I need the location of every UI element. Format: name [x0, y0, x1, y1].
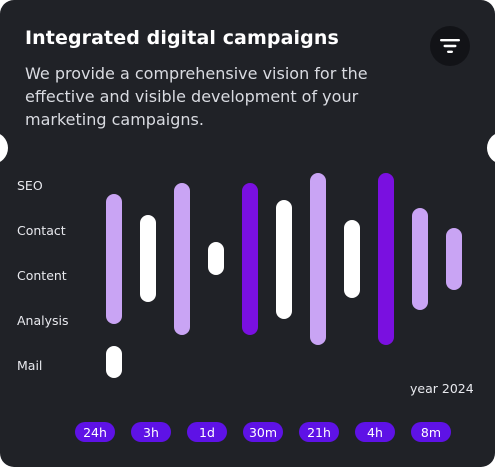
category-label-mail: Mail [17, 358, 43, 373]
category-label-contact: Contact [17, 223, 66, 238]
bar [378, 173, 394, 345]
time-chip-24h[interactable]: 24h [75, 422, 115, 442]
filter-button[interactable] [430, 26, 470, 66]
card-description: We provide a comprehensive vision for th… [25, 64, 368, 129]
category-label-analysis: Analysis [17, 313, 69, 328]
bar [174, 183, 190, 335]
bar [242, 183, 258, 335]
bar [140, 215, 156, 302]
category-label-seo: SEO [17, 178, 43, 193]
bar [106, 194, 122, 324]
category-label-content: Content [17, 268, 67, 283]
time-chip-21h[interactable]: 21h [299, 422, 339, 442]
bar [344, 220, 360, 298]
card-notch-left [0, 132, 8, 164]
time-chip-3h[interactable]: 3h [131, 422, 171, 442]
bar [106, 346, 122, 378]
card-notch-right [487, 132, 495, 164]
filter-icon [440, 39, 460, 53]
year-label: year 2024 [410, 381, 474, 396]
time-chip-8m[interactable]: 8m [411, 422, 451, 442]
bar [446, 228, 462, 290]
card-title: Integrated digital campaigns [25, 27, 339, 49]
bar [412, 208, 428, 310]
bar [310, 173, 326, 345]
time-chip-1d[interactable]: 1d [187, 422, 227, 442]
time-chip-4h[interactable]: 4h [355, 422, 395, 442]
bar [208, 242, 224, 275]
time-chip-30m[interactable]: 30m [243, 422, 283, 442]
bar [276, 200, 292, 319]
